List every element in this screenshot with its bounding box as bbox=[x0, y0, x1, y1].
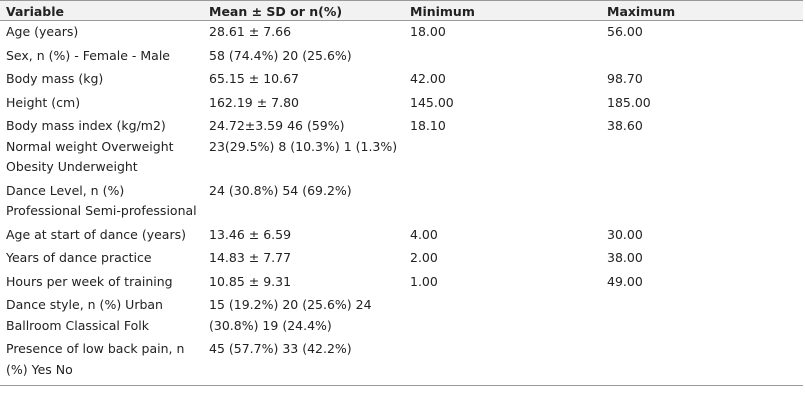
cell-min: 18.00 bbox=[410, 24, 446, 39]
cell-min bbox=[404, 338, 601, 386]
cell-mean: 24 (30.8%) 54 (69.2%) bbox=[209, 182, 352, 198]
table-row: Body mass index (kg/m2) Normal weight Ov… bbox=[0, 115, 803, 180]
cell-max bbox=[601, 294, 803, 338]
cell-variable: Hours per week of training bbox=[6, 273, 173, 289]
header-mean-sd: Mean ± SD or n(%) bbox=[203, 0, 404, 21]
cell-mean: 45 (57.7%) 33 (42.2%) bbox=[203, 338, 404, 386]
cell-mean: 28.61 ± 7.66 bbox=[209, 24, 292, 39]
table-header-row: Variable Mean ± SD or n(%) Minimum Maxim… bbox=[0, 0, 803, 21]
header-maximum: Maximum bbox=[601, 0, 803, 21]
table-row: Dance style, n (%) Urban Ballroom Classi… bbox=[0, 294, 803, 338]
cell-mean: 65.15 ± 10.67 bbox=[209, 71, 299, 86]
cell-min: 18.10 bbox=[410, 118, 446, 133]
cell-max bbox=[601, 338, 803, 386]
cell-max bbox=[601, 180, 803, 224]
cell-max: 56.00 bbox=[607, 24, 643, 39]
cell-variable: Presence of low back pain, n (%) Yes No bbox=[0, 338, 203, 386]
cell-variable: Age at start of dance (years) bbox=[6, 226, 186, 242]
cell-max: 49.00 bbox=[607, 273, 643, 289]
cell-mean: 14.83 ± 7.77 bbox=[209, 250, 292, 265]
table-row: Body mass (kg) 65.15 ± 10.67 42.00 98.70 bbox=[0, 68, 803, 92]
table-row: Years of dance practice 14.83 ± 7.77 2.0… bbox=[0, 247, 803, 271]
cell-min bbox=[404, 45, 601, 69]
table-row: Age (years) 28.61 ± 7.66 18.00 56.00 bbox=[0, 21, 803, 45]
header-variable: Variable bbox=[0, 0, 203, 21]
cell-mean: 24.72±3.59 46 (59%) 23(29.5%) 8 (10.3%) … bbox=[209, 118, 398, 154]
cell-variable: Dance style, n (%) Urban Ballroom Classi… bbox=[6, 297, 163, 333]
cell-mean: 13.46 ± 6.59 bbox=[209, 226, 292, 242]
cell-max: 38.60 bbox=[607, 118, 643, 133]
table-row: Presence of low back pain, n (%) Yes No … bbox=[0, 338, 803, 386]
cell-variable: Years of dance practice bbox=[6, 250, 152, 265]
cell-variable: Body mass (kg) bbox=[6, 71, 104, 86]
table-row: Sex, n (%) - Female - Male 58 (74.4%) 20… bbox=[0, 45, 803, 69]
cell-min: 4.00 bbox=[410, 226, 438, 242]
cell-variable: Sex, n (%) - Female - Male bbox=[6, 47, 170, 63]
cell-min: 1.00 bbox=[410, 273, 438, 289]
cell-max: 98.70 bbox=[607, 71, 643, 86]
cell-variable: Dance Level, n (%) Professional Semi-pro… bbox=[6, 182, 197, 219]
cell-variable: Body mass index (kg/m2) Normal weight Ov… bbox=[6, 118, 174, 174]
cell-min bbox=[404, 294, 601, 338]
cell-mean: 15 (19.2%) 20 (25.6%) 24 (30.8%) 19 (24.… bbox=[209, 297, 372, 333]
cell-variable: Age (years) bbox=[6, 24, 79, 39]
cell-max: 30.00 bbox=[607, 226, 643, 242]
cell-mean: 58 (74.4%) 20 (25.6%) bbox=[209, 47, 352, 63]
table-row: Dance Level, n (%) Professional Semi-pro… bbox=[0, 180, 803, 224]
cell-min bbox=[404, 180, 601, 224]
table-row: Height (cm) 162.19 ± 7.80 145.00 185.00 bbox=[0, 92, 803, 116]
cell-min: 2.00 bbox=[410, 250, 438, 265]
cell-max bbox=[601, 45, 803, 69]
descriptive-statistics-table: Variable Mean ± SD or n(%) Minimum Maxim… bbox=[0, 0, 803, 386]
cell-mean: 10.85 ± 9.31 bbox=[209, 273, 292, 289]
cell-min: 145.00 bbox=[410, 94, 454, 110]
cell-variable: Height (cm) bbox=[6, 94, 81, 110]
cell-mean: 162.19 ± 7.80 bbox=[209, 94, 299, 110]
header-minimum: Minimum bbox=[404, 0, 601, 21]
cell-max: 185.00 bbox=[607, 94, 651, 110]
table-row: Hours per week of training 10.85 ± 9.31 … bbox=[0, 271, 803, 295]
cell-max: 38.00 bbox=[607, 250, 643, 265]
cell-min: 42.00 bbox=[410, 71, 446, 86]
table-row: Age at start of dance (years) 13.46 ± 6.… bbox=[0, 224, 803, 248]
